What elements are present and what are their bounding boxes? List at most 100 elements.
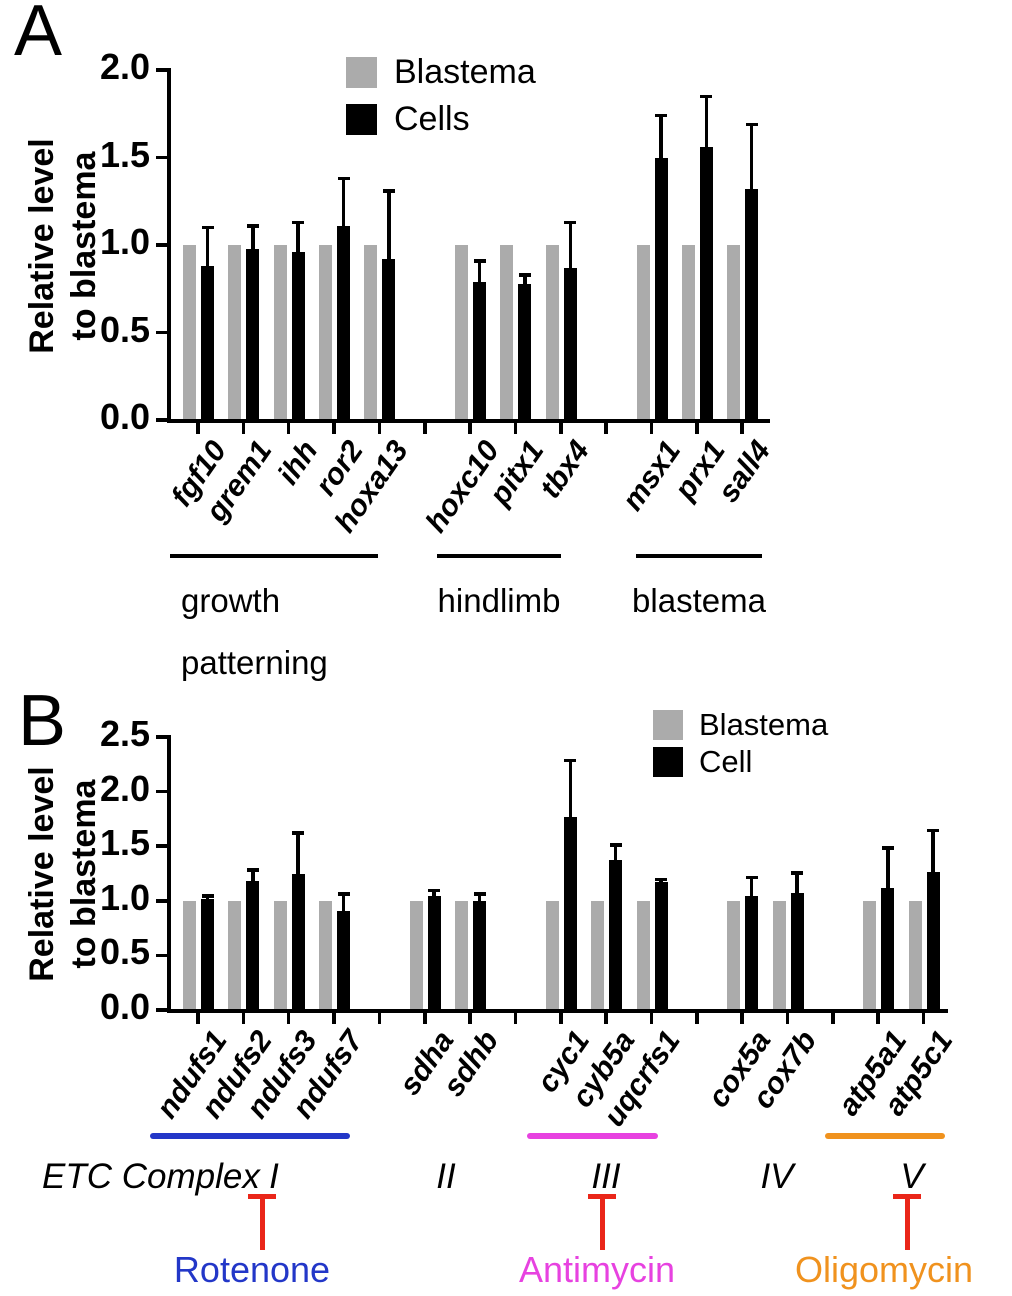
y-tick-label: 0.0 <box>99 396 150 437</box>
bar-blastema-fgf10 <box>183 245 196 420</box>
x-tick <box>740 1013 744 1024</box>
bar-blastema-hoxa13 <box>364 245 378 420</box>
error-bar-pitx1 <box>523 273 527 292</box>
error-bar-cap-tbx4 <box>564 220 577 225</box>
y-tick <box>156 243 168 247</box>
bar-blastema-tbx4 <box>545 245 559 420</box>
x-category-text: sall4 <box>712 434 778 509</box>
panel-letter-B: B <box>18 681 67 761</box>
bar-blastema-ndufs3 <box>273 900 287 1010</box>
x-tick <box>649 1013 654 1024</box>
inhibitor-label-oligomycin: Oligomycin <box>794 1249 974 1290</box>
bar-blastema-ndufs1 <box>183 900 196 1010</box>
x-tick <box>286 1013 291 1024</box>
x-tick <box>559 423 563 434</box>
error-bar-msx1 <box>659 113 663 166</box>
x-tick <box>241 1013 246 1024</box>
legend-swatch-cell <box>653 747 683 777</box>
inhibitor-label-antimycin: Antimycin <box>518 1249 676 1290</box>
bar-cell-ndufs1 <box>201 898 214 1010</box>
error-bar-grem1 <box>251 224 255 257</box>
complex-numeral-II: II <box>436 1157 456 1196</box>
x-tick <box>422 423 427 434</box>
y-tick-label: 1.0 <box>99 221 150 262</box>
legend-label-cell: Cell <box>699 744 753 779</box>
error-bar-sdhb <box>477 892 482 909</box>
group-underline-1 <box>170 554 378 558</box>
legend-label-blastema: Blastema <box>394 53 536 91</box>
error-bar-ndufs1 <box>205 894 210 907</box>
y-tick <box>156 735 168 739</box>
bar-blastema-sall4 <box>727 245 741 420</box>
group-underline-2 <box>437 554 561 558</box>
error-bar-cyb5a <box>613 842 618 869</box>
error-bar-cap-uqcrfs1 <box>655 877 667 882</box>
error-bar-cap-hoxa13 <box>382 189 395 193</box>
bar-blastema-ndufs2 <box>228 900 242 1010</box>
x-tick <box>422 1013 427 1024</box>
error-bar-prx1 <box>704 94 709 155</box>
bar-blastema-msx1 <box>636 245 650 420</box>
error-bar-cap-sall4 <box>745 122 758 127</box>
x-tick <box>468 1013 472 1024</box>
y-tick-label: 0.0 <box>99 986 150 1027</box>
complex-numeral-III: III <box>591 1157 621 1196</box>
y-tick-label: 0.5 <box>99 308 150 350</box>
bar-cell-cox5a <box>745 896 759 1010</box>
y-tick <box>156 68 168 72</box>
error-bar-cap-fgf10 <box>201 225 214 230</box>
error-bar-cap-ndufs3 <box>292 830 305 835</box>
legend-swatch-cells <box>346 104 377 135</box>
error-bar-cap-cox7b <box>791 871 804 875</box>
bar-cells-prx1 <box>699 147 713 420</box>
inhibitor-label-rotenone: Rotenone <box>173 1249 331 1290</box>
x-tick <box>876 1013 881 1024</box>
group-label-line: patterning <box>181 644 328 681</box>
panel-letter-A: A <box>14 0 63 71</box>
inhibition-tbar-stem-III <box>599 1194 605 1250</box>
bar-blastema-sdha <box>409 900 423 1010</box>
y-tick-label: 2.0 <box>99 767 150 809</box>
bar-blastema-ihh <box>273 245 287 420</box>
etc-complex-prefix-label: ETC Complex <box>42 1157 260 1196</box>
error-bar-cap-hoxc10 <box>473 259 486 263</box>
group-label-line: growth <box>181 582 281 619</box>
x-tick <box>649 423 654 434</box>
x-tick <box>695 423 699 434</box>
complex-underline-I <box>150 1133 350 1139</box>
x-tick <box>513 423 518 434</box>
x-tick <box>286 423 291 434</box>
x-tick <box>377 423 382 434</box>
y-tick <box>156 789 168 794</box>
error-bar-cap-sdha <box>428 888 441 893</box>
y-tick <box>156 844 168 848</box>
x-tick <box>468 423 472 434</box>
y-tick-label: 1.5 <box>99 822 150 864</box>
y-axis <box>167 735 171 1013</box>
bar-blastema-prx1 <box>681 245 695 420</box>
error-bar-ndufs3 <box>296 830 300 882</box>
legend-swatch-blastema <box>653 710 683 740</box>
error-bar-cox7b <box>795 871 799 902</box>
x-tick <box>513 1013 518 1024</box>
x-tick <box>196 423 200 434</box>
error-bar-cap-sdhb <box>473 892 486 896</box>
x-tick <box>695 1013 699 1024</box>
y-axis <box>167 68 171 423</box>
inhibition-tbar-stem-I <box>259 1194 265 1250</box>
bar-blastema-cox5a <box>727 900 741 1010</box>
bar-cells-fgf10 <box>201 266 214 420</box>
bar-blastema-grem1 <box>228 245 242 420</box>
y-tick-label: 1.0 <box>99 876 150 918</box>
error-bar-atp5a1 <box>885 846 890 896</box>
error-bar-tbx4 <box>568 220 573 276</box>
x-tick <box>604 1013 608 1024</box>
error-bar-cap-pitx1 <box>518 273 531 277</box>
x-tick <box>332 1013 336 1024</box>
x-tick <box>332 423 336 434</box>
error-bar-fgf10 <box>205 225 210 274</box>
error-bar-sall4 <box>749 122 754 197</box>
bar-blastema-cyc1 <box>545 900 559 1010</box>
complex-underline-III <box>527 1133 658 1139</box>
